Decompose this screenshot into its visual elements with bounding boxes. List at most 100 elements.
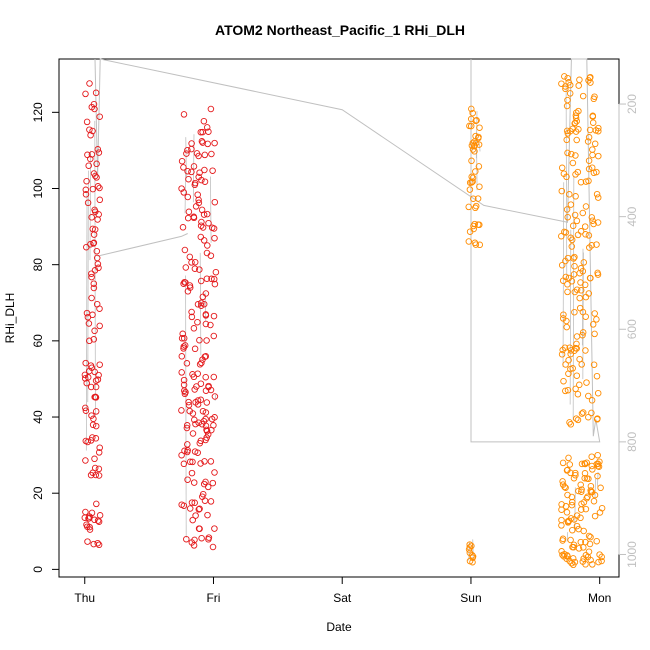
data-point — [563, 136, 570, 144]
data-point — [465, 238, 473, 245]
data-point — [96, 444, 103, 451]
pressure-lines — [94, 58, 601, 443]
data-point — [564, 254, 572, 262]
data-point — [470, 225, 477, 233]
data-point — [194, 318, 201, 326]
y-axis: 0 20 40 60 80 100 120 — [31, 102, 60, 573]
data-point — [563, 323, 570, 331]
data-point — [184, 448, 191, 456]
data-point — [89, 225, 96, 233]
data-point — [91, 455, 98, 463]
data-point — [210, 312, 218, 320]
data-point — [198, 359, 205, 367]
data-point — [196, 525, 203, 533]
data-point — [86, 80, 93, 87]
data-point — [578, 460, 586, 468]
data-point — [564, 281, 571, 288]
data-point — [567, 421, 575, 428]
data-point — [208, 150, 215, 158]
data-point — [82, 186, 90, 194]
data-point — [197, 460, 204, 467]
data-point — [594, 389, 602, 397]
data-point — [588, 453, 595, 460]
data-point — [91, 327, 98, 335]
data-point — [178, 353, 186, 360]
data-point — [202, 409, 210, 416]
data-point — [562, 229, 570, 236]
data-point — [179, 330, 186, 338]
profile-line — [85, 191, 88, 451]
data-point — [587, 487, 594, 494]
data-point — [178, 369, 185, 376]
data-point — [472, 168, 479, 175]
data-point — [92, 172, 99, 180]
profile-line — [572, 175, 575, 421]
data-point — [569, 526, 576, 534]
profile-line — [185, 275, 187, 538]
data-point — [207, 252, 215, 259]
data-point — [591, 140, 599, 148]
data-point — [86, 523, 93, 531]
data-point — [209, 479, 217, 487]
data-point — [468, 173, 475, 181]
data-point — [564, 518, 572, 525]
x-axis-label: Date — [326, 620, 352, 634]
data-point — [203, 275, 211, 282]
data-point — [198, 138, 206, 145]
data-point — [564, 213, 571, 221]
y-tick-label: 60 — [31, 334, 45, 348]
data-point — [96, 184, 103, 192]
data-point — [578, 500, 585, 508]
data-point — [84, 199, 92, 207]
data-point — [468, 105, 475, 113]
data-point — [90, 240, 97, 247]
data-point — [201, 151, 209, 159]
data-point — [579, 409, 587, 416]
data-point — [196, 361, 204, 368]
data-point — [190, 163, 198, 170]
data-point — [211, 525, 218, 532]
data-point — [204, 511, 211, 519]
y-tick-label: 0 — [31, 566, 45, 573]
data-point — [598, 557, 605, 565]
data-point — [207, 498, 215, 505]
data-point — [589, 151, 596, 159]
data-point — [195, 506, 203, 513]
data-point — [188, 259, 195, 266]
data-point — [565, 454, 572, 462]
data-point — [84, 538, 91, 545]
data-point — [587, 73, 594, 81]
data-point — [182, 388, 189, 396]
data-point — [472, 117, 479, 125]
data-point — [90, 100, 98, 108]
data-point — [573, 415, 580, 422]
data-point — [597, 484, 604, 492]
data-point — [88, 364, 96, 371]
data-point — [563, 206, 571, 213]
y-tick-label: 120 — [31, 102, 45, 122]
data-point — [589, 119, 597, 126]
data-point — [573, 117, 580, 125]
data-point — [574, 231, 582, 239]
data-point — [197, 380, 205, 387]
data-point — [85, 320, 93, 327]
data-point — [574, 168, 582, 176]
data-point — [589, 321, 597, 328]
data-point — [574, 416, 582, 424]
data-point — [197, 302, 205, 309]
data-point — [82, 359, 89, 367]
data-point — [582, 178, 590, 185]
data-point — [558, 187, 566, 195]
data-point — [476, 124, 483, 131]
data-point — [472, 241, 480, 248]
data-point — [591, 512, 599, 520]
data-point — [588, 462, 596, 470]
data-point — [586, 540, 594, 548]
data-point — [568, 243, 576, 250]
data-point — [188, 499, 196, 506]
data-point — [211, 198, 219, 206]
data-point — [563, 173, 570, 181]
data-point — [194, 370, 201, 377]
data-point — [567, 365, 574, 373]
data-point — [591, 491, 599, 499]
